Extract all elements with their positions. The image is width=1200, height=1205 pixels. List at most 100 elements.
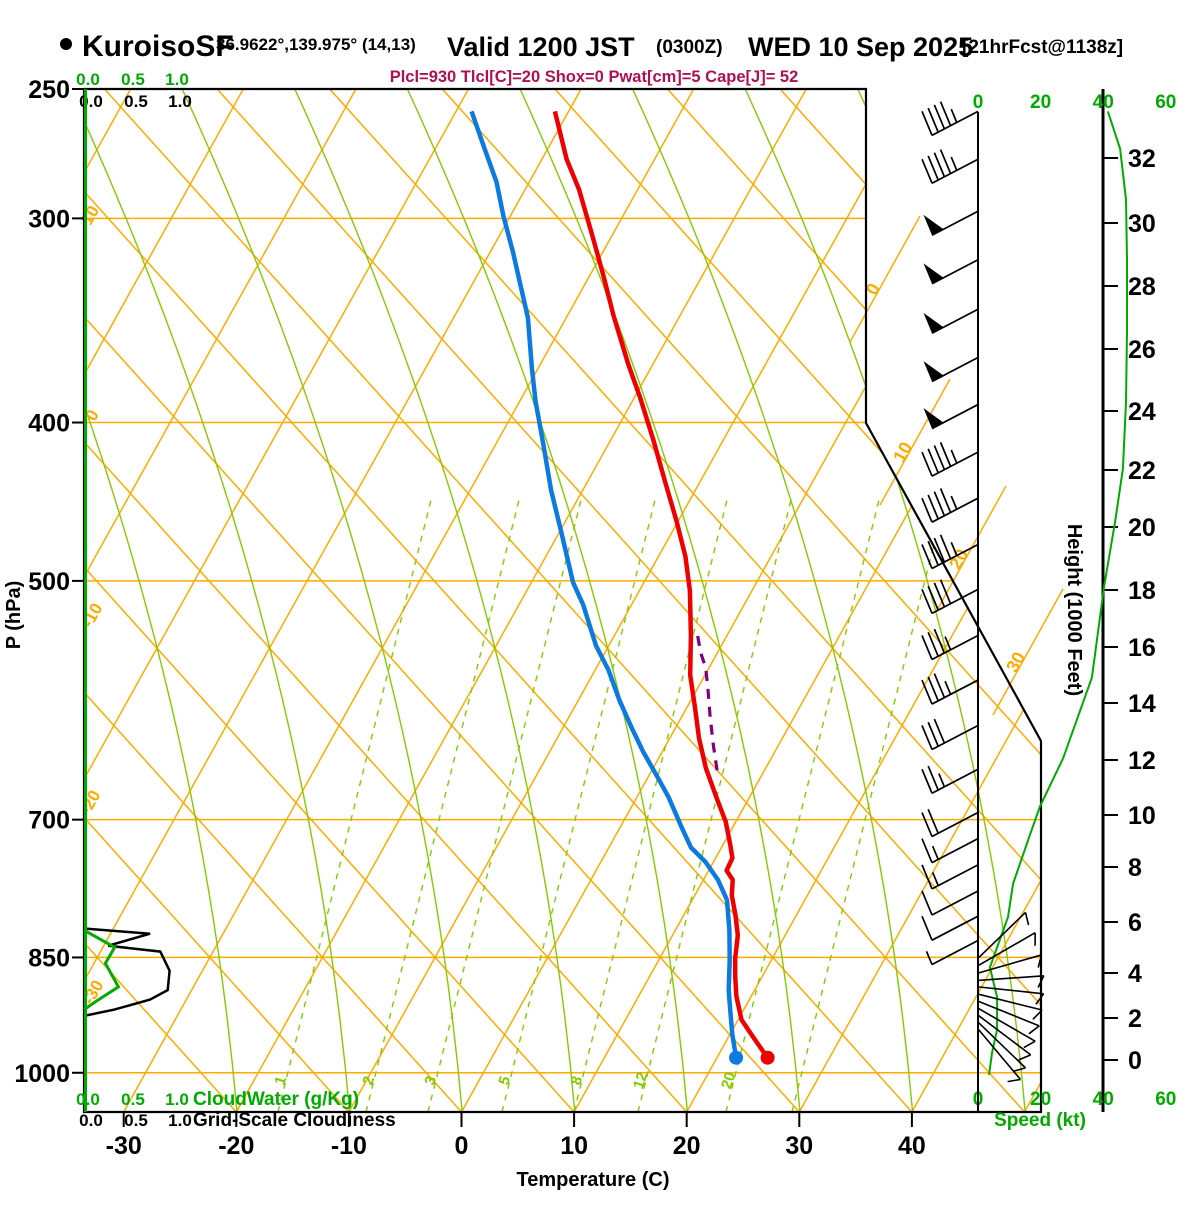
barb-half-feather [933, 872, 939, 885]
surface-temperature-dot [761, 1051, 775, 1065]
wind-barb [922, 150, 978, 184]
barb-feather [922, 839, 932, 863]
cloudiness-legend: Grid-Scale Cloudiness [193, 1110, 396, 1131]
station-bullet-icon [60, 38, 72, 50]
pressure-axis-title: P (hPa) [3, 581, 25, 650]
wind-barb [922, 580, 978, 614]
surface-fan-barb [978, 1008, 1035, 1047]
isotherm-line [0, 89, 469, 1112]
temperature-tick-label: -10 [331, 1132, 367, 1160]
isotherm-line [1025, 89, 1200, 1112]
surface-fan-barb [978, 1001, 1039, 1034]
barb-half-feather [1013, 1068, 1026, 1072]
height-tick-label: 20 [1128, 514, 1156, 542]
dewpoint-curve [472, 111, 736, 1057]
valid-time: Valid 1200 JST [447, 32, 635, 62]
dry-adiabat-line [0, 89, 799, 1112]
barb-shaft [932, 260, 978, 284]
isotherm-line [124, 89, 694, 1112]
valid-zulu: (0300Z) [656, 37, 723, 58]
wind-barb [922, 102, 978, 136]
cloudiness-scale-top: 0.5 [124, 92, 148, 111]
isotherm-diagonal-label: 30 [1002, 648, 1029, 675]
wind-barb [922, 442, 978, 476]
pressure-tick-label: 850 [28, 944, 70, 972]
temperature-tick-label: 20 [673, 1132, 701, 1160]
isotherm-line [349, 89, 919, 1112]
barb-half-feather [951, 496, 957, 509]
mixing-ratio-line [428, 500, 581, 1112]
barb-shaft [932, 941, 978, 965]
temperature-curve [555, 111, 768, 1057]
speed-scale-top-label: 20 [1030, 92, 1051, 113]
mixing-ratio-line [574, 500, 727, 1112]
temperature-tick-label: 0 [455, 1132, 469, 1160]
barb-half-feather [1025, 912, 1028, 925]
height-tick-label: 24 [1128, 398, 1156, 426]
wind-barb [922, 488, 978, 522]
wind-barb [922, 809, 978, 836]
cloudwater-scale-bottom: 0.5 [121, 1090, 145, 1109]
barb-half-feather [951, 109, 957, 122]
dry-adiabat-line [442, 89, 1200, 1112]
barb-half-feather [951, 157, 957, 170]
valid-date: WED 10 Sep 2025 [748, 32, 973, 62]
station-coords: 36.9622°,139.975° (14,13) [216, 35, 416, 54]
height-tick-label: 32 [1128, 145, 1156, 173]
wind-barb [924, 309, 979, 333]
height-tick-label: 14 [1128, 690, 1156, 718]
isotherm-cut-segment [850, 216, 920, 342]
height-tick-label: 16 [1128, 634, 1156, 662]
isotherm-left-label: -20 [76, 787, 105, 818]
cloudwater-scale-top: 0.5 [121, 70, 145, 89]
height-tick-label: 2 [1128, 1005, 1142, 1033]
barb-shaft [932, 358, 978, 382]
isotherm-line [574, 89, 1144, 1112]
pressure-tick-label: 300 [28, 205, 70, 233]
mixing-ratio-line [366, 500, 519, 1112]
barb-shaft [932, 309, 978, 333]
barb-pennant [924, 263, 944, 283]
isotherm-left-label: -10 [78, 600, 107, 631]
barb-feather [922, 891, 932, 915]
surface-fan-barb [978, 994, 1042, 1019]
pressure-tick-label: 500 [28, 568, 70, 596]
barb-half-feather [933, 846, 939, 859]
barb-shaft [932, 405, 978, 429]
isotherm-cut-segment [993, 589, 1063, 715]
wind-barb [922, 719, 978, 749]
height-tick-label: 30 [1128, 210, 1156, 238]
mixing-ratio-line [792, 500, 945, 1112]
cloudwater-scale-top: 1.0 [165, 70, 189, 89]
wind-barb [922, 629, 978, 659]
barb-half-feather [1008, 1079, 1021, 1081]
height-tick-label: 10 [1128, 802, 1156, 830]
barb-feather [922, 916, 932, 940]
dry-adiabat-line [217, 89, 1137, 1112]
cloudiness-scale-bottom: 0.5 [124, 1111, 148, 1130]
height-tick-label: 0 [1128, 1047, 1142, 1075]
speed-scale-bottom-label: 60 [1155, 1089, 1176, 1110]
barb-half-feather [1029, 1026, 1039, 1034]
wind-barb [922, 674, 978, 704]
temperature-tick-label: -30 [106, 1132, 142, 1160]
isotherm-diagonal-label: 10 [889, 438, 916, 465]
wind-barb [924, 211, 979, 235]
isotherm-line [11, 89, 581, 1112]
pressure-tick-label: 250 [28, 76, 70, 104]
isotherm-line [236, 89, 806, 1112]
pressure-tick-label: 400 [28, 410, 70, 438]
sounding-profiles [84, 89, 1127, 1112]
wind-barb [924, 260, 979, 284]
temperature-tick-label: 30 [785, 1132, 813, 1160]
pressure-tick-label: 700 [28, 807, 70, 835]
wind-barb [927, 941, 979, 965]
temperature-tick-label: 40 [898, 1132, 926, 1160]
barb-half-feather [1024, 1041, 1035, 1047]
barb-shaft [978, 1029, 1020, 1080]
barb-shaft [978, 1015, 1031, 1055]
cloudwater-scale-top: 0.0 [76, 70, 100, 89]
height-tick-label: 6 [1128, 909, 1142, 937]
speed-scale-bottom-label: 20 [1030, 1089, 1051, 1110]
